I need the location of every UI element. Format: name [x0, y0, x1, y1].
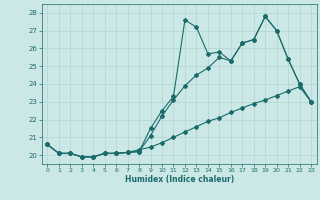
X-axis label: Humidex (Indice chaleur): Humidex (Indice chaleur)	[124, 175, 234, 184]
